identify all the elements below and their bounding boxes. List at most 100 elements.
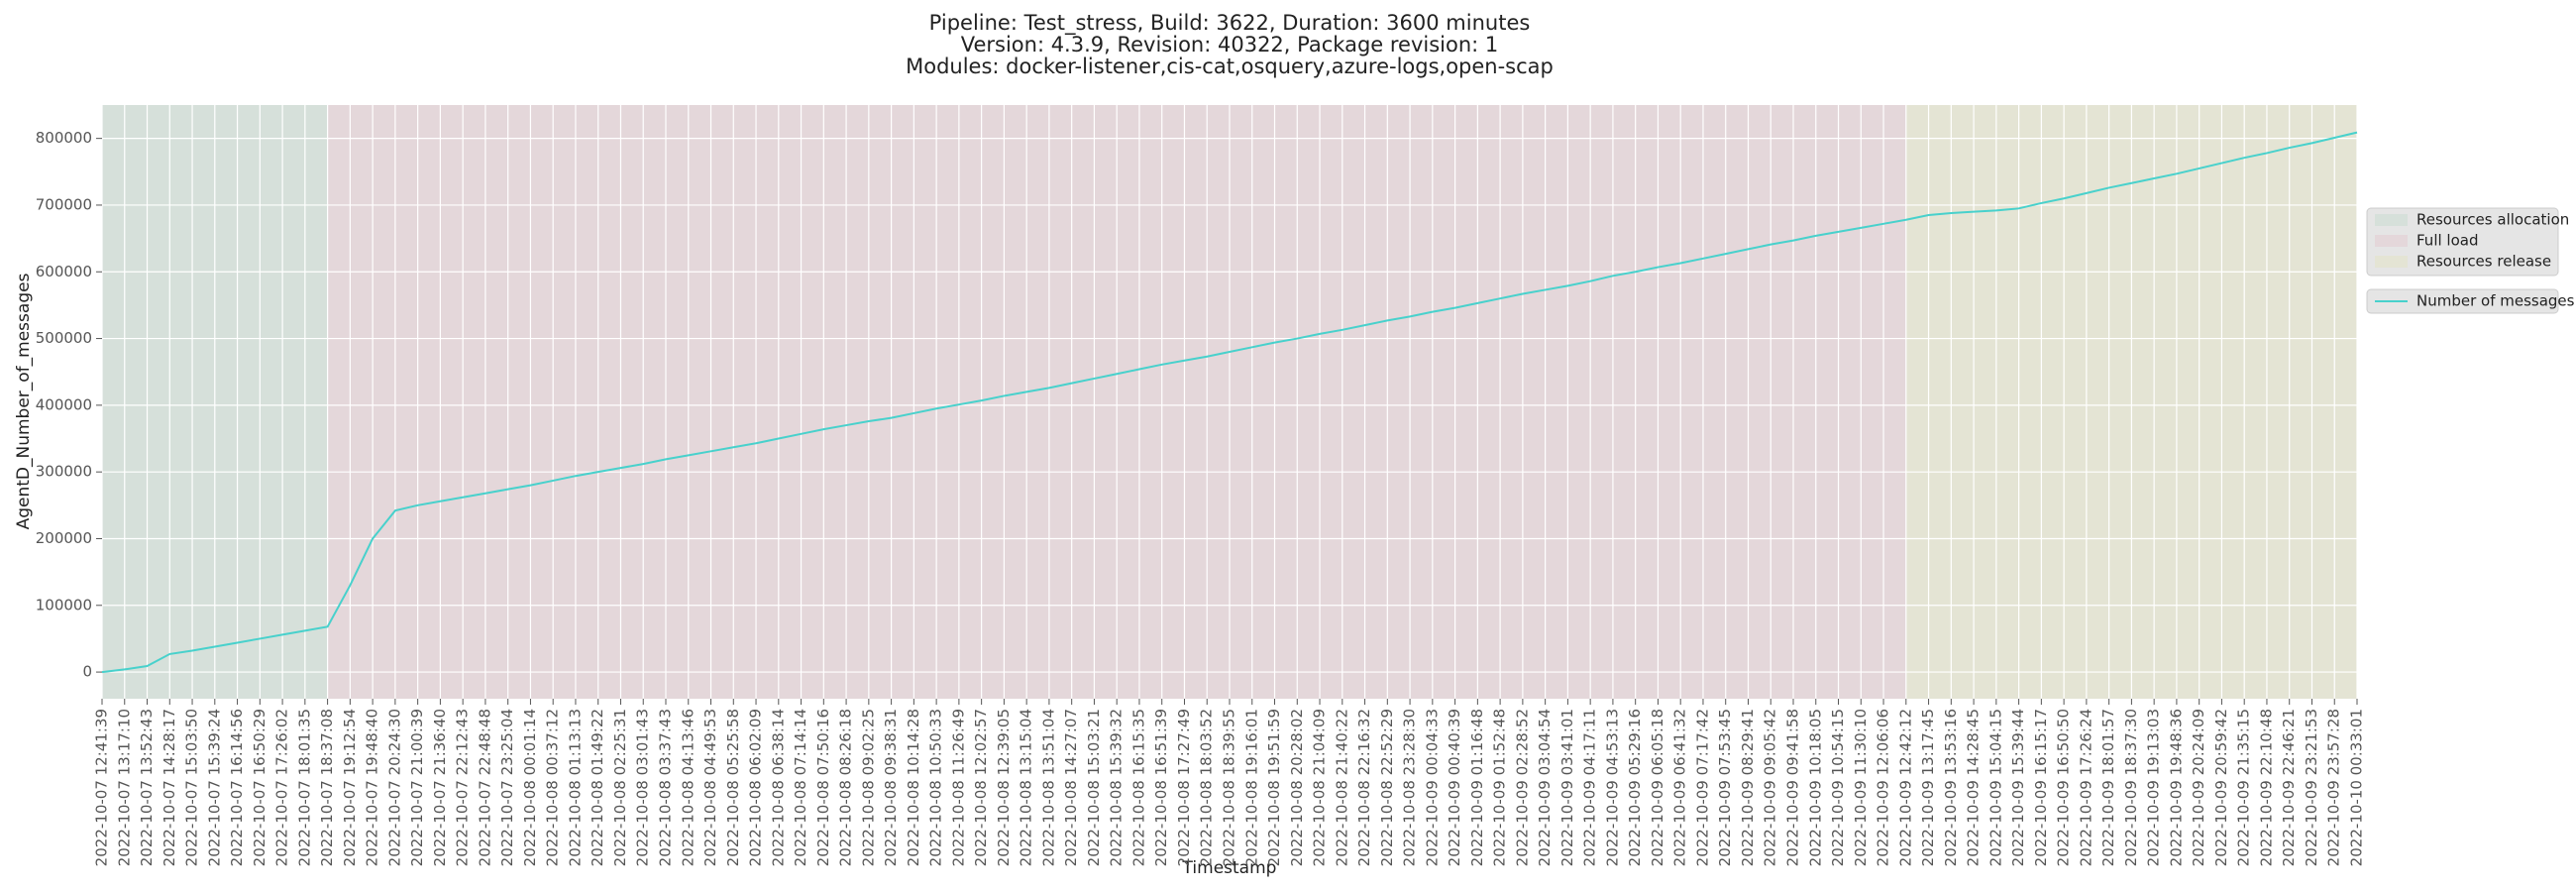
x-tick-label: 2022-10-09 23:57:28 [2325,709,2343,866]
x-tick-label: 2022-10-09 11:30:10 [1852,709,1870,866]
x-tick-label: 2022-10-09 22:46:21 [2280,709,2298,866]
x-tick-label: 2022-10-08 15:03:21 [1085,709,1103,866]
x-tick-label: 2022-10-09 07:17:42 [1693,709,1711,866]
y-tick-label: 100000 [36,596,92,613]
x-tick-label: 2022-10-09 19:48:36 [2167,709,2185,866]
x-tick-label: 2022-10-08 23:28:30 [1401,709,1419,866]
legend-swatch [2375,235,2408,247]
legend-label: Resources allocation [2416,211,2569,229]
x-tick-label: 2022-10-09 18:01:57 [2099,709,2117,866]
y-tick-label: 600000 [36,263,92,280]
x-tick-label: 2022-10-07 22:48:48 [476,709,493,866]
x-tick-label: 2022-10-07 15:03:50 [183,709,201,866]
x-tick-label: 2022-10-09 12:06:06 [1875,709,1892,866]
x-tick-label: 2022-10-08 04:13:46 [679,709,697,866]
x-tick-label: 2022-10-08 15:39:32 [1108,709,1126,866]
x-tick-label: 2022-10-08 18:03:52 [1198,709,1216,866]
x-tick-label: 2022-10-09 19:13:03 [2145,709,2163,866]
y-tick-label: 700000 [36,195,92,213]
x-tick-label: 2022-10-08 16:51:39 [1152,709,1170,866]
x-tick-label: 2022-10-08 06:38:14 [769,709,787,866]
x-tick-label: 2022-10-09 15:39:44 [2009,709,2027,866]
x-tick-label: 2022-10-08 16:15:35 [1129,709,1147,866]
x-tick-label: 2022-10-08 09:02:25 [859,709,877,866]
x-tick-label: 2022-10-07 12:41:39 [93,709,111,866]
x-tick-label: 2022-10-08 18:39:55 [1221,709,1238,866]
x-tick-label: 2022-10-08 12:02:57 [972,709,990,866]
x-tick-label: 2022-10-09 22:10:48 [2257,709,2275,866]
x-tick-label: 2022-10-08 08:26:18 [837,709,855,866]
x-tick-label: 2022-10-09 10:54:15 [1829,709,1847,866]
x-tick-label: 2022-10-09 00:04:33 [1423,709,1441,866]
y-tick-label: 300000 [36,463,92,481]
x-tick-label: 2022-10-09 08:29:41 [1739,709,1757,866]
x-tick-label: 2022-10-08 07:14:14 [792,709,809,866]
x-tick-label: 2022-10-08 02:25:31 [611,709,629,866]
x-tick-label: 2022-10-09 04:17:11 [1581,709,1599,866]
x-tick-label: 2022-10-09 15:04:15 [1986,709,2004,866]
x-tick-label: 2022-10-07 16:14:56 [228,709,246,866]
x-tick-label: 2022-10-07 19:12:54 [341,709,359,866]
legend-box [2366,207,2559,277]
x-tick-label: 2022-10-08 03:37:43 [657,709,675,866]
x-tick-label: 2022-10-09 01:52:48 [1491,709,1509,866]
x-tick-label: 2022-10-08 22:16:32 [1355,709,1373,866]
x-tick-label: 2022-10-09 23:21:53 [2303,709,2320,866]
x-tick-label: 2022-10-08 14:27:07 [1062,709,1080,866]
x-tick-label: 2022-10-07 16:50:29 [251,709,268,866]
y-tick-label: 400000 [36,395,92,413]
x-tick-label: 2022-10-09 06:41:32 [1671,709,1689,866]
x-tick-label: 2022-10-09 00:40:39 [1446,709,1463,866]
x-tick-label: 2022-10-09 17:26:24 [2077,709,2094,866]
x-tick-label: 2022-10-07 23:25:04 [498,709,516,866]
x-tick-label: 2022-10-09 21:35:15 [2235,709,2253,866]
legend-label: Resources release [2416,253,2551,271]
x-tick-label: 2022-10-08 00:37:12 [544,709,562,866]
y-tick-label: 800000 [36,129,92,147]
x-tick-label: 2022-10-07 15:39:24 [205,709,223,866]
x-tick-label: 2022-10-09 09:05:42 [1762,709,1779,866]
x-tick-label: 2022-10-08 21:04:09 [1311,709,1329,866]
x-tick-label: 2022-10-08 13:15:04 [1018,709,1035,866]
y-axis-label: AgentD_Number_of_messages [14,273,34,529]
x-tick-label: 2022-10-09 10:18:05 [1806,709,1824,866]
legend-box [2366,288,2559,314]
x-axis-label: Timestamp [1182,858,1277,878]
chart-title: Modules: docker-listener,cis-cat,osquery… [906,55,1554,78]
x-tick-label: 2022-10-08 20:28:02 [1288,709,1306,866]
legend-label: Full load [2416,232,2478,250]
x-tick-label: 2022-10-07 22:12:43 [454,709,472,866]
x-tick-label: 2022-10-09 03:04:54 [1536,709,1554,866]
x-tick-label: 2022-10-08 01:49:22 [589,709,606,866]
x-tick-label: 2022-10-09 03:41:01 [1558,709,1576,866]
x-tick-label: 2022-10-09 13:17:45 [1919,709,1937,866]
x-tick-label: 2022-10-07 19:48:40 [364,709,381,866]
x-tick-label: 2022-10-09 12:42:12 [1896,709,1914,866]
x-tick-label: 2022-10-07 17:26:02 [273,709,291,866]
x-tick-label: 2022-10-08 06:02:09 [747,709,765,866]
legend-label: Number of messages [2416,292,2575,310]
x-tick-label: 2022-10-08 13:51:04 [1039,709,1057,866]
y-tick-label: 200000 [36,529,92,547]
x-tick-label: 2022-10-09 16:50:50 [2055,709,2073,866]
y-tick-label: 500000 [36,329,92,347]
x-tick-label: 2022-10-09 16:15:17 [2032,709,2050,866]
x-tick-label: 2022-10-08 17:27:49 [1175,709,1193,866]
y-tick-label: 0 [82,663,92,681]
x-tick-label: 2022-10-09 06:05:18 [1649,709,1666,866]
x-tick-label: 2022-10-08 03:01:43 [634,709,652,866]
x-tick-label: 2022-10-07 13:52:43 [138,709,156,866]
x-tick-label: 2022-10-07 21:36:40 [431,709,449,866]
data-line [101,131,2358,674]
x-tick-label: 2022-10-07 14:28:17 [161,709,178,866]
x-tick-label: 2022-10-09 07:53:45 [1716,709,1734,866]
x-tick-label: 2022-10-09 01:16:48 [1468,709,1486,866]
x-tick-label: 2022-10-09 05:29:16 [1626,709,1644,866]
x-tick-label: 2022-10-09 14:28:45 [1965,709,1983,866]
x-tick-label: 2022-10-09 20:24:09 [2190,709,2207,866]
x-tick-label: 2022-10-07 13:17:10 [115,709,133,866]
x-tick-label: 2022-10-09 02:28:52 [1513,709,1531,866]
x-tick-label: 2022-10-08 19:51:59 [1265,709,1283,866]
legend-swatch [2375,256,2408,268]
